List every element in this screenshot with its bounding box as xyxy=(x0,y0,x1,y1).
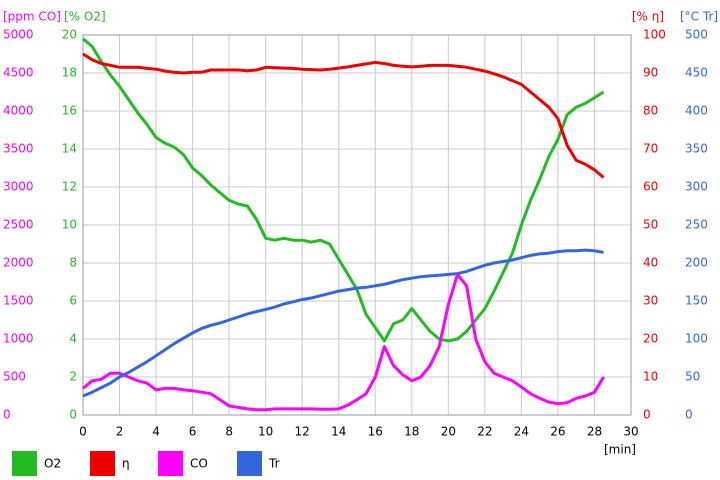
series-line xyxy=(82,248,604,398)
x-tick-label: 8 xyxy=(225,425,233,439)
legend-swatch xyxy=(237,451,262,476)
y-tick-label: 30 xyxy=(643,294,658,308)
y-tick-label: 90 xyxy=(643,66,658,80)
x-tick-label: 16 xyxy=(368,425,383,439)
legend-label: η xyxy=(122,457,130,471)
y-tick-label: 4 xyxy=(69,332,77,346)
x-tick-label: 18 xyxy=(404,425,419,439)
y-tick-label: 500 xyxy=(685,28,708,42)
axis-title: [ppm CO] xyxy=(3,10,61,24)
y-tick-label: 5000 xyxy=(3,28,34,42)
y-tick-label: 250 xyxy=(685,218,708,232)
legend-label: CO xyxy=(190,457,208,471)
y-tick-label: 3500 xyxy=(3,142,34,156)
y-tick-label: 100 xyxy=(685,332,708,346)
y-tick-label: 0 xyxy=(685,408,693,422)
x-axis-title: [min] xyxy=(604,443,636,457)
y-tick-label: 0 xyxy=(3,408,11,422)
y-tick-label: 8 xyxy=(69,256,77,270)
legend-label: Tr xyxy=(268,457,280,471)
x-tick-label: 20 xyxy=(441,425,456,439)
legend-swatch xyxy=(158,451,183,476)
y-tick-label: 500 xyxy=(3,370,26,384)
x-tick-label: 0 xyxy=(79,425,87,439)
y-tick-label: 6 xyxy=(69,294,77,308)
series-line xyxy=(82,272,605,412)
x-tick-label: 30 xyxy=(623,425,638,439)
x-tick-label: 22 xyxy=(477,425,492,439)
y-tick-label: 2000 xyxy=(3,256,34,270)
y-tick-label: 40 xyxy=(643,256,658,270)
y-tick-label: 3000 xyxy=(3,180,34,194)
y-tick-label: 4000 xyxy=(3,104,34,118)
x-tick-label: 2 xyxy=(116,425,124,439)
y-tick-label: 4500 xyxy=(3,66,34,80)
y-tick-label: 2500 xyxy=(3,218,34,232)
legend-label: O2 xyxy=(44,457,61,471)
y-tick-label: 16 xyxy=(62,104,77,118)
series-line xyxy=(82,52,605,179)
y-tick-label: 0 xyxy=(69,408,77,422)
series-line xyxy=(82,37,605,343)
y-tick-label: 150 xyxy=(685,294,708,308)
y-tick-label: 80 xyxy=(643,104,658,118)
y-tick-label: 50 xyxy=(643,218,658,232)
x-tick-label: 10 xyxy=(258,425,273,439)
y-tick-label: 12 xyxy=(62,180,77,194)
x-tick-label: 28 xyxy=(587,425,602,439)
y-tick-label: 300 xyxy=(685,180,708,194)
y-tick-label: 18 xyxy=(62,66,77,80)
y-tick-label: 14 xyxy=(62,142,77,156)
x-tick-label: 12 xyxy=(295,425,310,439)
axis-title: [% O2] xyxy=(64,10,106,24)
y-tick-label: 1500 xyxy=(3,294,34,308)
y-tick-label: 10 xyxy=(62,218,77,232)
plot-border xyxy=(82,34,632,416)
y-tick-label: 0 xyxy=(643,408,651,422)
y-tick-label: 20 xyxy=(62,28,77,42)
legend-swatch xyxy=(90,451,115,476)
x-tick-label: 4 xyxy=(152,425,160,439)
y-tick-label: 20 xyxy=(643,332,658,346)
x-tick-label: 26 xyxy=(550,425,565,439)
axis-title: [°C Tr] xyxy=(680,10,718,24)
y-tick-label: 100 xyxy=(643,28,666,42)
y-tick-label: 50 xyxy=(685,370,700,384)
y-tick-label: 350 xyxy=(685,142,708,156)
legend-swatch xyxy=(12,451,37,476)
x-tick-label: 24 xyxy=(514,425,529,439)
y-tick-label: 400 xyxy=(685,104,708,118)
y-tick-label: 70 xyxy=(643,142,658,156)
y-tick-label: 10 xyxy=(643,370,658,384)
y-tick-label: 1000 xyxy=(3,332,34,346)
y-tick-label: 2 xyxy=(69,370,77,384)
y-tick-label: 60 xyxy=(643,180,658,194)
y-tick-label: 450 xyxy=(685,66,708,80)
axis-title: [% η] xyxy=(632,10,664,24)
x-tick-label: 6 xyxy=(189,425,197,439)
x-tick-label: 14 xyxy=(331,425,346,439)
y-tick-label: 200 xyxy=(685,256,708,270)
